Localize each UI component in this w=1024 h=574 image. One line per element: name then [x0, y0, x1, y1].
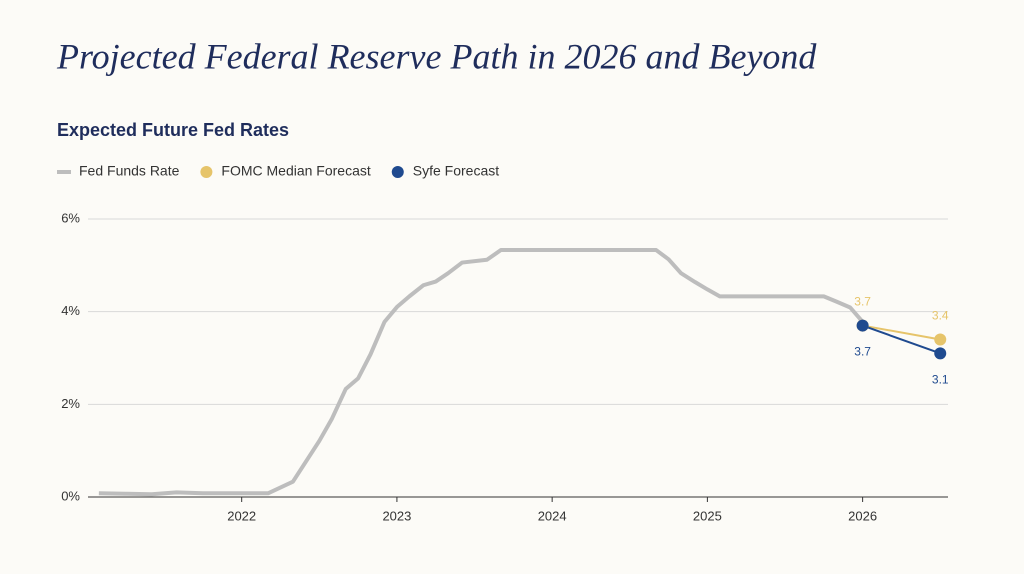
y-tick-label: 6% [61, 210, 80, 225]
legend-label: Fed Funds Rate [79, 163, 180, 179]
data-label: 3.7 [854, 295, 871, 309]
series-line [862, 324, 941, 341]
legend-marker [200, 166, 213, 178]
x-tick-label: 2024 [538, 508, 567, 523]
legend-label: Syfe Forecast [413, 163, 499, 179]
data-label: 3.7 [854, 345, 871, 359]
data-point [934, 347, 947, 360]
data-point [934, 333, 947, 346]
x-tick-label: 2022 [227, 508, 256, 523]
x-tick-label: 2023 [382, 508, 411, 523]
legend-label: FOMC Median Forecast [221, 163, 370, 179]
x-tick-label: 2026 [848, 508, 877, 523]
y-tick-label: 4% [61, 303, 80, 318]
y-tick-label: 2% [61, 396, 80, 411]
legend-marker [391, 166, 404, 178]
chart-subtitle: Expected Future Fed Rates [57, 120, 289, 140]
x-tick-label: 2025 [693, 508, 722, 523]
chart-title: Projected Federal Reserve Path in 2026 a… [56, 36, 817, 76]
data-point [856, 319, 869, 332]
series-line [862, 324, 941, 355]
data-label: 3.1 [932, 373, 949, 387]
y-tick-label: 0% [61, 488, 80, 503]
series-line [98, 248, 865, 497]
data-label: 3.4 [932, 309, 949, 323]
